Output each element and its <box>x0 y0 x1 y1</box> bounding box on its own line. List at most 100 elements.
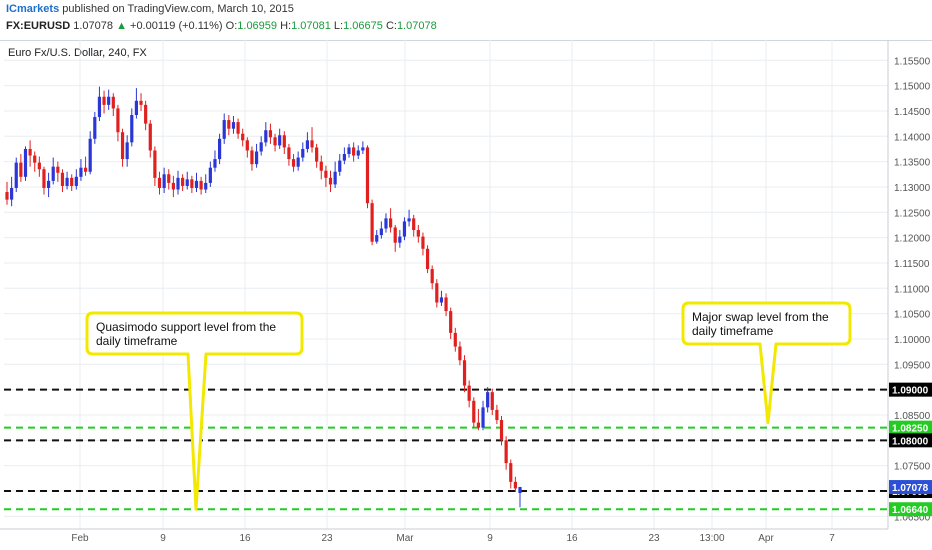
candle-body <box>282 135 286 148</box>
candle-body <box>407 218 411 222</box>
candle-body <box>134 100 139 115</box>
callout-bubble <box>681 301 852 425</box>
x-tick-label: Apr <box>758 533 774 544</box>
candle-body <box>181 177 185 186</box>
y-tick-label: 1.08500 <box>894 411 931 422</box>
symbol-label[interactable]: FX:EURUSD <box>6 20 71 32</box>
publisher-link[interactable]: ICmarkets <box>6 3 60 15</box>
candle-body <box>365 147 370 204</box>
candle-body <box>222 120 226 139</box>
y-tick-label: 1.12500 <box>894 208 931 219</box>
callout-text-line: Major swap level from the <box>692 310 829 324</box>
candle-body <box>37 162 41 170</box>
low-label: L: <box>333 20 344 32</box>
candle-body <box>472 400 476 423</box>
candle-body <box>217 138 222 160</box>
x-tick-label: 23 <box>648 533 660 544</box>
callout-text-line: Quasimodo support level from the <box>96 320 276 334</box>
candle-body <box>439 297 444 303</box>
candle-body <box>83 167 88 172</box>
candle-body <box>254 151 259 165</box>
candle-body <box>120 132 125 160</box>
candle-body <box>199 180 203 190</box>
candle-body <box>19 162 23 177</box>
candle-body <box>315 147 319 162</box>
x-tick-label: 7 <box>829 533 835 544</box>
y-tick-label: 1.07500 <box>894 462 931 473</box>
open-value: 1.06959 <box>237 20 278 32</box>
x-tick-label: 16 <box>239 533 251 544</box>
y-tick-label: 1.06500 <box>894 512 931 523</box>
y-tick-label: 1.15500 <box>894 56 931 67</box>
candle-body <box>268 130 273 138</box>
candlesticks <box>5 86 522 508</box>
candle-body <box>88 138 92 172</box>
candle-body <box>167 174 171 183</box>
publish-line: ICmarkets published on TradingView.com, … <box>6 3 294 15</box>
level-price-label: 1.06640 <box>892 505 929 516</box>
price-axis[interactable]: 1.15500 1.15000 1.14500 1.14000 1.13500 1.130… <box>887 40 932 529</box>
y-tick-label: 1.14500 <box>894 107 931 118</box>
candle-body <box>245 140 249 151</box>
y-tick-label: 1.12000 <box>894 234 931 245</box>
candle-body <box>324 170 328 178</box>
high-value: 1.07081 <box>291 20 331 32</box>
low-value: 1.06675 <box>343 20 383 32</box>
candle-body <box>352 147 356 156</box>
candle-body <box>476 422 481 428</box>
level-lines <box>4 388 888 511</box>
candle-body <box>490 392 494 410</box>
level-price-label: 1.08250 <box>892 424 929 435</box>
candle-body <box>227 120 231 129</box>
candle-body <box>513 481 517 489</box>
time-axis[interactable]: Feb 9 16 23 Mar 9 16 23 13:00 Apr 7 <box>0 528 888 544</box>
candle-body <box>481 407 485 428</box>
candle-body <box>287 147 291 160</box>
close-label: C: <box>385 20 397 32</box>
callout-bubble <box>85 311 304 511</box>
candle-body <box>499 420 504 441</box>
candle-body <box>342 154 346 161</box>
candle-body <box>176 177 180 190</box>
candle-body <box>148 123 152 151</box>
candle-body <box>14 162 18 188</box>
x-tick-label: 9 <box>487 533 493 544</box>
high-label: H: <box>280 20 292 32</box>
candle-body <box>97 96 102 118</box>
y-tick-label: 1.10000 <box>894 335 931 346</box>
candle-body <box>449 311 453 333</box>
published-text: published on TradingView.com, March 10, … <box>62 3 294 15</box>
candle-body <box>213 159 217 168</box>
candle-body <box>435 283 439 303</box>
level-price-label: 1.08000 <box>892 436 929 447</box>
candle-body <box>56 166 60 173</box>
x-tick-label: Feb <box>71 533 89 544</box>
candle-body <box>65 177 69 186</box>
candle-body <box>398 236 402 243</box>
candle-body <box>28 148 32 156</box>
candle-body <box>102 96 106 105</box>
chart-frame[interactable] <box>0 40 932 550</box>
level-price-tag <box>889 502 932 517</box>
candle-body <box>46 180 51 188</box>
candle-body <box>125 142 129 160</box>
y-tick-label: 1.13500 <box>894 158 931 169</box>
x-tick-label: 13:00 <box>699 533 724 544</box>
candle-body <box>467 385 471 401</box>
candle-body <box>421 236 425 249</box>
candle-body <box>10 187 14 200</box>
candle-body <box>518 486 522 494</box>
candle-body <box>412 218 416 231</box>
candle-body <box>116 108 120 133</box>
candle-body <box>208 167 212 183</box>
candle-body <box>301 148 305 158</box>
candle-body <box>139 100 143 105</box>
candle-body <box>107 96 111 105</box>
candle-body <box>204 182 208 190</box>
chart-title: Euro Fx/U.S. Dollar, 240, FX <box>8 47 147 59</box>
candle-body <box>347 147 351 155</box>
open-label: O: <box>225 20 238 32</box>
candle-body <box>338 160 342 172</box>
